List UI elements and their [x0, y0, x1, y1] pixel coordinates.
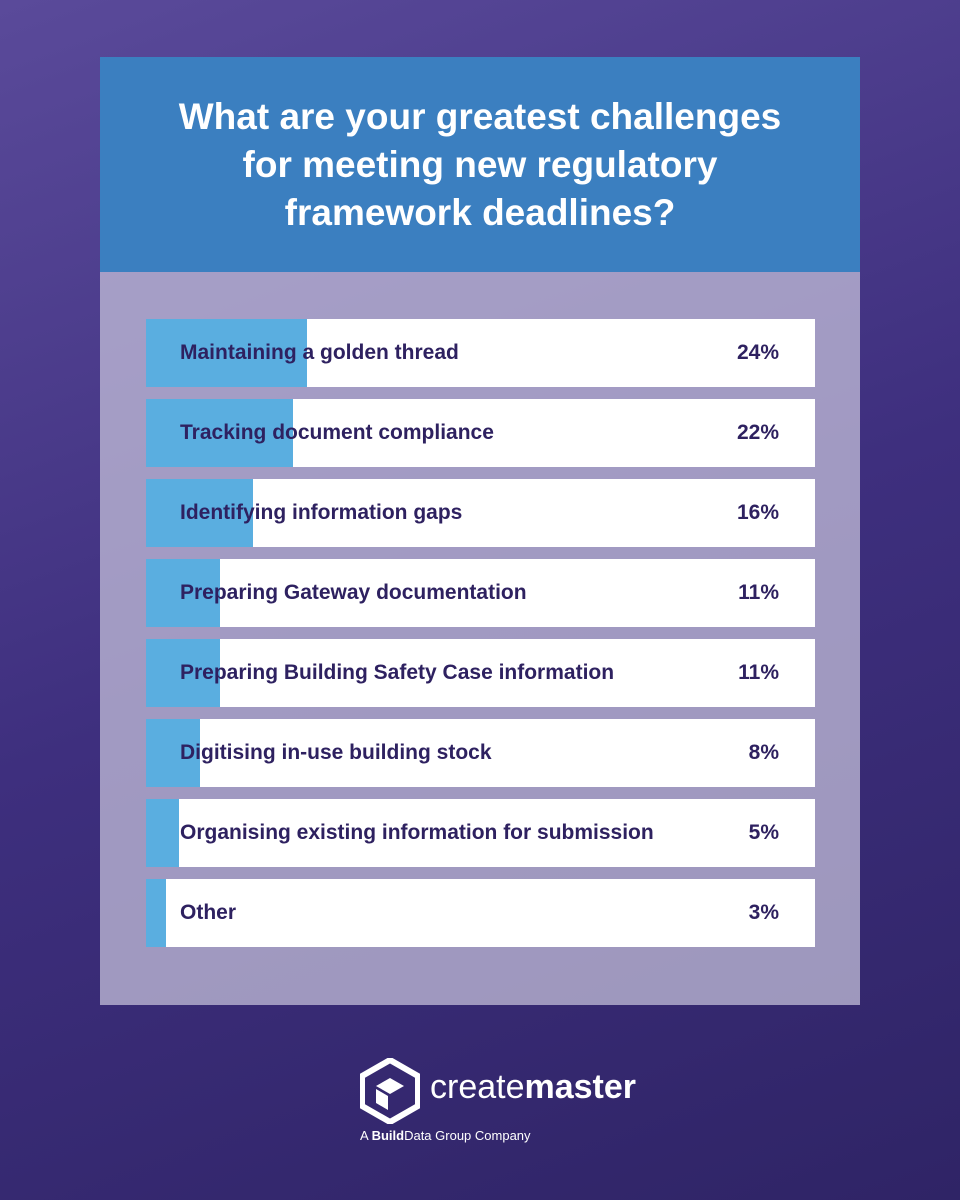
- tagline-start: A: [360, 1128, 372, 1143]
- bar-track: Identifying information gaps 16%: [146, 479, 815, 547]
- card: What are your greatest challenges for me…: [100, 57, 860, 1005]
- value-label: 5%: [748, 821, 779, 844]
- bar-track: Digitising in-use building stock 8%: [146, 719, 815, 787]
- category-label: Preparing Building Safety Case informati…: [180, 661, 615, 684]
- bar-track: Preparing Gateway documentation 11%: [146, 559, 815, 627]
- brand-bold: master: [524, 1068, 637, 1106]
- logo-icon: [360, 1058, 420, 1124]
- tagline-bold: Build: [371, 1128, 405, 1143]
- tagline: A BuildData Group Company: [360, 1128, 531, 1143]
- category-label: Other: [180, 901, 237, 924]
- bar: [146, 399, 294, 467]
- category-label: Preparing Gateway documentation: [180, 581, 527, 604]
- bar-track: Preparing Building Safety Case informati…: [146, 639, 815, 707]
- value-label: 22%: [736, 421, 779, 444]
- bar: [146, 639, 220, 707]
- category-label: Identifying information gaps: [180, 501, 463, 524]
- brand: createmaster: [430, 1068, 636, 1107]
- header: What are your greatest challenges for me…: [100, 57, 860, 272]
- bar: [146, 879, 167, 947]
- bar-track: Other 3%: [146, 879, 815, 947]
- category-label: Organising existing information for subm…: [180, 821, 654, 844]
- tagline-end: Data Group Company: [404, 1128, 531, 1143]
- value-label: 8%: [748, 741, 779, 764]
- value-label: 24%: [736, 341, 779, 364]
- value-label: 3%: [748, 901, 779, 924]
- value-label: 11%: [738, 581, 779, 604]
- bar-track: Tracking document compliance 22%: [146, 399, 815, 467]
- bar: [146, 319, 307, 387]
- bar-track: Organising existing information for subm…: [146, 799, 815, 867]
- value-label: 16%: [736, 501, 779, 524]
- value-label: 11%: [738, 661, 779, 684]
- category-label: Tracking document compliance: [180, 421, 494, 444]
- chart-title: What are your greatest challenges for me…: [178, 95, 782, 233]
- category-label: Maintaining a golden thread: [180, 341, 459, 364]
- bar-track: Maintaining a golden thread 24%: [146, 319, 815, 387]
- brand-light: create: [430, 1068, 525, 1106]
- bar: [146, 479, 254, 547]
- bar: [146, 559, 220, 627]
- bar: [146, 719, 200, 787]
- bar: [146, 799, 180, 867]
- category-label: Digitising in-use building stock: [180, 741, 492, 764]
